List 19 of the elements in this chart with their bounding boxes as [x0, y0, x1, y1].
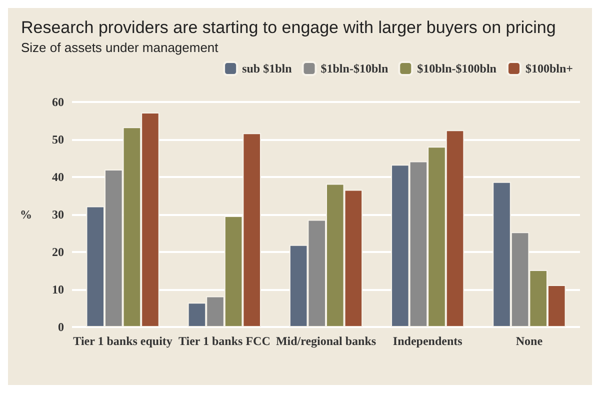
legend-label: $10bln-$100bln: [417, 62, 497, 76]
legend-label: sub $1bln: [242, 62, 292, 76]
x-tick-label: Tier 1 banks FCC: [178, 334, 270, 348]
y-tick-label: 10: [52, 282, 64, 296]
legend-label: $100bln+: [525, 62, 574, 76]
y-tick-label: 20: [52, 245, 64, 259]
chart-subtitle: Size of assets under management: [21, 40, 219, 55]
y-tick-label: 50: [52, 132, 64, 146]
y-tick-label: 30: [52, 208, 64, 222]
x-tick-label: Mid/regional banks: [276, 334, 376, 348]
x-tick-label: Independents: [392, 334, 463, 348]
x-tick-label: None: [516, 334, 544, 348]
y-axis-title: %: [20, 208, 32, 222]
x-tick-label: Tier 1 banks equity: [73, 334, 172, 348]
y-tick-label: 40: [52, 170, 64, 184]
legend-label: $1bln-$10bln: [320, 62, 388, 76]
y-tick-label: 60: [52, 95, 64, 109]
y-tick-label: 0: [58, 320, 64, 334]
chart-title: Research providers are starting to engage with larger buyers on pricing: [21, 18, 556, 37]
